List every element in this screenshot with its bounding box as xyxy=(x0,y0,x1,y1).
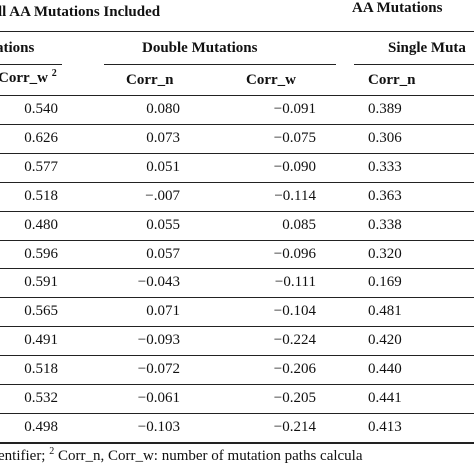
subheader-single: Single Muta xyxy=(388,40,466,56)
cell-corr-w-double: 0.085 xyxy=(282,216,316,233)
cell-corr-n-double: −0.103 xyxy=(137,418,180,435)
cell-corr-w-all: 0.626 xyxy=(24,129,58,146)
group-header-left: ll AA Mutations Included xyxy=(0,4,161,20)
cell-corr-n-single: 0.440 xyxy=(368,361,402,378)
row-separator xyxy=(0,355,474,356)
row-separator xyxy=(0,240,474,241)
col-header-1: Corr_w 2 xyxy=(0,68,57,87)
cell-corr-w-double: −0.075 xyxy=(273,129,316,146)
cell-corr-n-single: 0.481 xyxy=(368,303,402,320)
cell-corr-n-single: 0.169 xyxy=(368,274,402,291)
cell-corr-n-single: 0.338 xyxy=(368,216,402,233)
cell-corr-w-all: 0.491 xyxy=(24,332,58,349)
cell-corr-n-single: 0.320 xyxy=(368,245,402,262)
row-separator xyxy=(0,442,474,444)
cell-corr-w-double: −0.206 xyxy=(273,361,316,378)
row-separator xyxy=(0,211,474,212)
rule-sub-double xyxy=(104,64,336,65)
cell-corr-w-double: −0.096 xyxy=(273,245,316,262)
group-header-right: AA Mutations xyxy=(352,0,443,16)
cell-corr-n-single: 0.441 xyxy=(368,390,402,406)
cell-corr-n-double: 0.051 xyxy=(146,158,180,175)
col-header-3: Corr_w xyxy=(246,72,296,88)
row-separator xyxy=(0,384,474,385)
cell-corr-n-double: 0.073 xyxy=(146,129,180,146)
cell-corr-n-single: 0.420 xyxy=(368,332,402,349)
cell-corr-w-double: −0.111 xyxy=(274,274,316,291)
cell-corr-n-single: 0.413 xyxy=(368,418,402,435)
cell-corr-n-double: −0.043 xyxy=(137,274,180,291)
row-separator xyxy=(0,297,474,298)
subheader-first: ations xyxy=(0,40,35,56)
cell-corr-w-double: −0.114 xyxy=(274,187,316,204)
cell-corr-w-all: 0.498 xyxy=(24,418,58,435)
cell-corr-n-double: −0.093 xyxy=(137,332,180,349)
row-separator xyxy=(0,124,474,125)
cell-corr-n-single: 0.389 xyxy=(368,101,402,117)
rule-sub-single xyxy=(354,64,474,65)
cell-corr-n-double: −0.061 xyxy=(137,390,180,406)
rule-top xyxy=(0,31,474,32)
cell-corr-n-double: 0.071 xyxy=(146,303,180,320)
cell-corr-w-all: 0.480 xyxy=(24,216,58,233)
cell-corr-w-double: −0.091 xyxy=(273,101,316,117)
subheader-double: Double Mutations xyxy=(142,40,258,56)
cell-corr-w-double: −0.205 xyxy=(273,390,316,406)
cell-corr-n-single: 0.363 xyxy=(368,187,402,204)
cell-corr-w-all: 0.540 xyxy=(24,101,58,117)
row-separator xyxy=(0,182,474,183)
cell-corr-w-all: 0.591 xyxy=(24,274,58,291)
row-separator xyxy=(0,326,474,327)
cell-corr-w-all: 0.577 xyxy=(24,158,58,175)
cell-corr-n-single: 0.333 xyxy=(368,158,402,175)
cell-corr-w-all: 0.518 xyxy=(24,361,58,378)
cell-corr-n-double: 0.080 xyxy=(146,101,180,117)
cell-corr-w-double: −0.214 xyxy=(273,418,316,435)
footnote: entifier; 2 Corr_n, Corr_w: number of mu… xyxy=(0,446,363,465)
cell-corr-n-single: 0.306 xyxy=(368,129,402,146)
cell-corr-n-double: −.007 xyxy=(145,187,180,204)
cell-corr-w-double: −0.090 xyxy=(273,158,316,175)
cell-corr-n-double: 0.055 xyxy=(146,216,180,233)
rule-header-bottom xyxy=(0,95,474,96)
cell-corr-w-double: −0.104 xyxy=(273,303,316,320)
col-header-2: Corr_n xyxy=(126,72,174,88)
row-separator xyxy=(0,413,474,414)
rule-sub-first xyxy=(0,64,62,65)
cell-corr-w-all: 0.565 xyxy=(24,303,58,320)
cell-corr-w-all: 0.596 xyxy=(24,245,58,262)
cell-corr-w-all: 0.532 xyxy=(24,390,58,406)
row-separator xyxy=(0,153,474,154)
row-separator xyxy=(0,268,474,269)
cell-corr-w-all: 0.518 xyxy=(24,187,58,204)
cell-corr-n-double: 0.057 xyxy=(146,245,180,262)
col-header-4: Corr_n xyxy=(368,72,416,88)
cell-corr-n-double: −0.072 xyxy=(137,361,180,378)
cell-corr-w-double: −0.224 xyxy=(273,332,316,349)
